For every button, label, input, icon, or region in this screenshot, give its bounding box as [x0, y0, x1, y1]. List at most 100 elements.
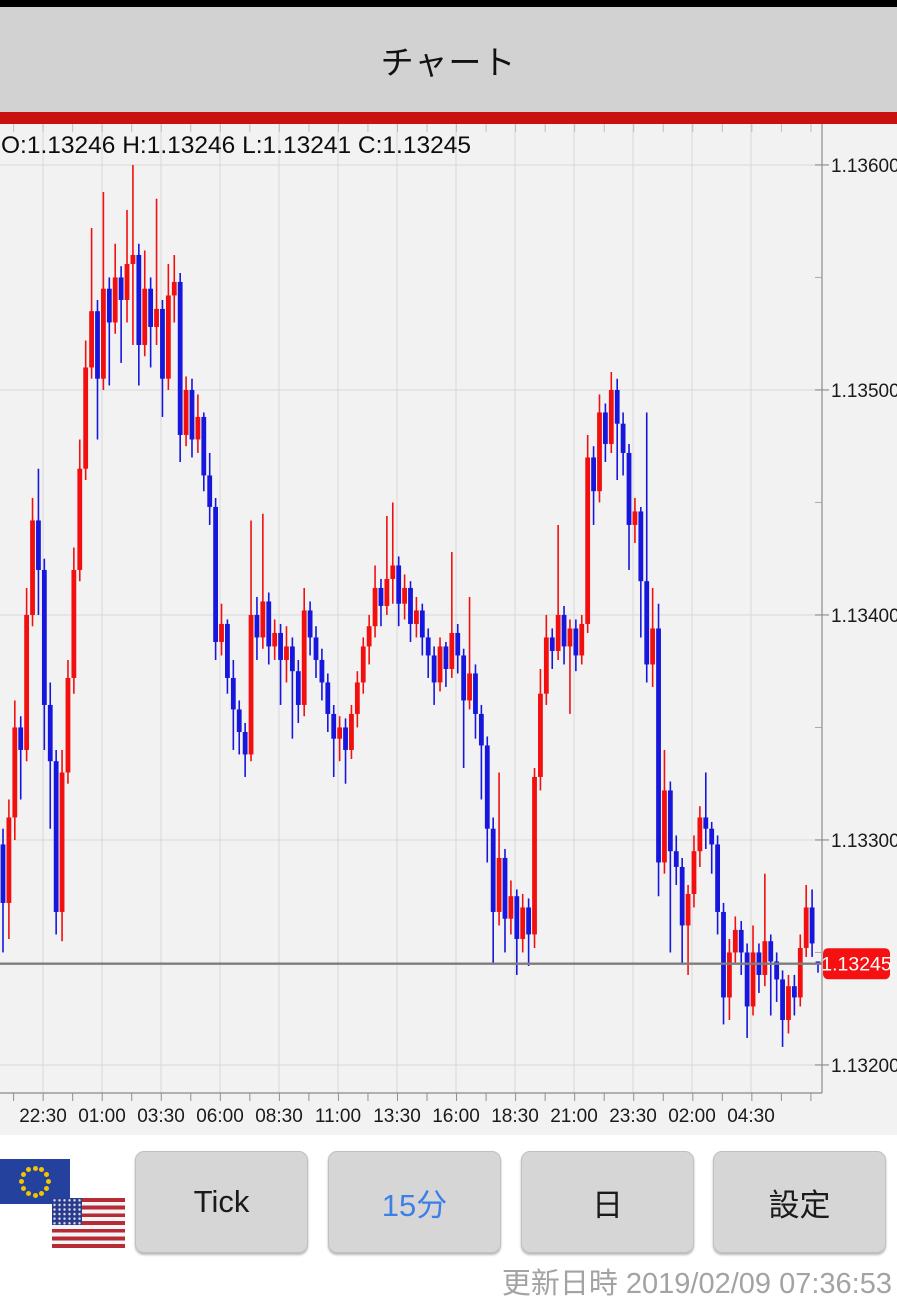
- candle-body: [183, 389, 189, 435]
- candle-body: [136, 254, 142, 345]
- chart-canvas[interactable]: 1.13600 1.13500 1.13400 1.13300 1.13200 22:30…: [0, 124, 897, 1135]
- candle-body: [721, 911, 726, 998]
- candle-body: [325, 682, 331, 714]
- candle-body: [585, 457, 591, 624]
- candle-body: [762, 941, 768, 975]
- candle-body: [254, 614, 260, 638]
- y-axis-label: 1.13400: [831, 606, 897, 627]
- candle-body: [786, 986, 791, 1020]
- timeframe-15min-button[interactable]: 15分: [328, 1151, 501, 1253]
- chart-gridlines: [0, 124, 822, 1093]
- eu-flag-star: [44, 1172, 50, 1178]
- x-axis-label: 11:00: [315, 1106, 361, 1127]
- candle-body: [225, 623, 230, 678]
- candle-body: [124, 263, 130, 300]
- candle-body: [337, 727, 343, 739]
- red-divider: [0, 112, 897, 124]
- candle-body: [278, 632, 283, 660]
- candle-body: [750, 952, 756, 1007]
- candle-body: [307, 610, 313, 638]
- eu-flag-star: [20, 1172, 26, 1178]
- timeframe-tick-button[interactable]: Tick: [135, 1151, 308, 1253]
- settings-label: 設定: [768, 1187, 831, 1223]
- candle-body: [526, 907, 532, 935]
- candle-body: [301, 610, 307, 705]
- candle-body: [727, 952, 732, 998]
- candle-body: [83, 367, 89, 469]
- candlestick-chart[interactable]: 1.13600 1.13500 1.13400 1.13300 1.13200 22:30…: [0, 124, 897, 1135]
- eu-flag-icon: [0, 1159, 70, 1204]
- x-axis-label: 21:00: [550, 1106, 598, 1127]
- currency-pair-flags[interactable]: [0, 1159, 128, 1251]
- us-flag-icon: [52, 1198, 125, 1248]
- candle-body: [673, 851, 679, 867]
- timeframe-day-button[interactable]: 日: [521, 1151, 694, 1253]
- candle-body: [195, 416, 201, 440]
- candle-body: [360, 646, 366, 683]
- candle-body: [236, 709, 242, 732]
- candle-body: [591, 457, 596, 492]
- us-flag-canton: [52, 1198, 82, 1225]
- candle-body: [437, 646, 443, 683]
- x-axis-label: 06:00: [196, 1106, 244, 1127]
- ohlc-readout: O:1.13246 H:1.13246 L:1.13241 C:1.13245: [1, 132, 471, 159]
- candle-body: [650, 628, 656, 665]
- candle-body: [797, 947, 803, 998]
- candle-body: [768, 941, 774, 962]
- candle-body: [543, 637, 549, 694]
- candle-body: [349, 713, 354, 750]
- y-axis-label: 1.13300: [831, 831, 897, 852]
- candle-body: [679, 866, 685, 926]
- candle-body: [508, 896, 514, 919]
- candle-body: [567, 628, 573, 647]
- candle-body: [780, 979, 785, 1020]
- candle-body: [549, 637, 555, 651]
- candle-body: [774, 961, 780, 980]
- candle-body: [65, 677, 71, 773]
- candle-body: [313, 637, 319, 660]
- candle-body: [514, 896, 520, 939]
- candle-body: [47, 704, 53, 762]
- update-label: 更新日時: [501, 1268, 618, 1300]
- timeframe-tick-label: Tick: [193, 1184, 250, 1219]
- update-time-value: 2019/02/09 07:36:53: [625, 1268, 892, 1300]
- candle-body: [284, 646, 289, 660]
- current-price-tag-text: 1.13245: [821, 954, 892, 976]
- page-title: チャート: [380, 43, 517, 81]
- candle-body: [260, 601, 266, 638]
- candle-body: [809, 907, 815, 944]
- candle-body: [644, 581, 650, 665]
- candle-body: [520, 907, 526, 939]
- candle-body: [89, 311, 94, 368]
- candle-body: [106, 288, 112, 323]
- candle-body: [408, 587, 413, 624]
- x-axis-label: 03:30: [137, 1106, 185, 1127]
- x-axis-label: 08:30: [255, 1106, 303, 1127]
- candle-body: [343, 727, 348, 750]
- candle-body: [555, 614, 561, 651]
- candle-body: [142, 288, 148, 345]
- candle-body: [24, 614, 30, 750]
- candle-body: [295, 671, 301, 705]
- candle-body: [154, 308, 159, 327]
- candle-body: [242, 731, 248, 755]
- candle-body: [272, 632, 278, 647]
- candle-body: [697, 817, 703, 852]
- settings-button[interactable]: 設定: [713, 1151, 886, 1253]
- candle-body: [656, 628, 661, 863]
- candle-body: [112, 277, 118, 323]
- candle-body: [213, 506, 219, 642]
- candle-body: [378, 587, 384, 606]
- candle-body: [402, 587, 407, 604]
- candle-body: [744, 952, 750, 1007]
- candle-body: [709, 828, 715, 845]
- candle-body: [171, 281, 177, 296]
- candle-body: [803, 907, 809, 948]
- candle-body: [467, 673, 472, 701]
- candle-body: [36, 520, 41, 570]
- candle-body: [331, 713, 337, 739]
- x-axis-label: 16:00: [432, 1106, 480, 1127]
- candles: [0, 164, 821, 1047]
- candle-body: [685, 893, 691, 926]
- current-price-tag: 1.13245: [821, 948, 892, 980]
